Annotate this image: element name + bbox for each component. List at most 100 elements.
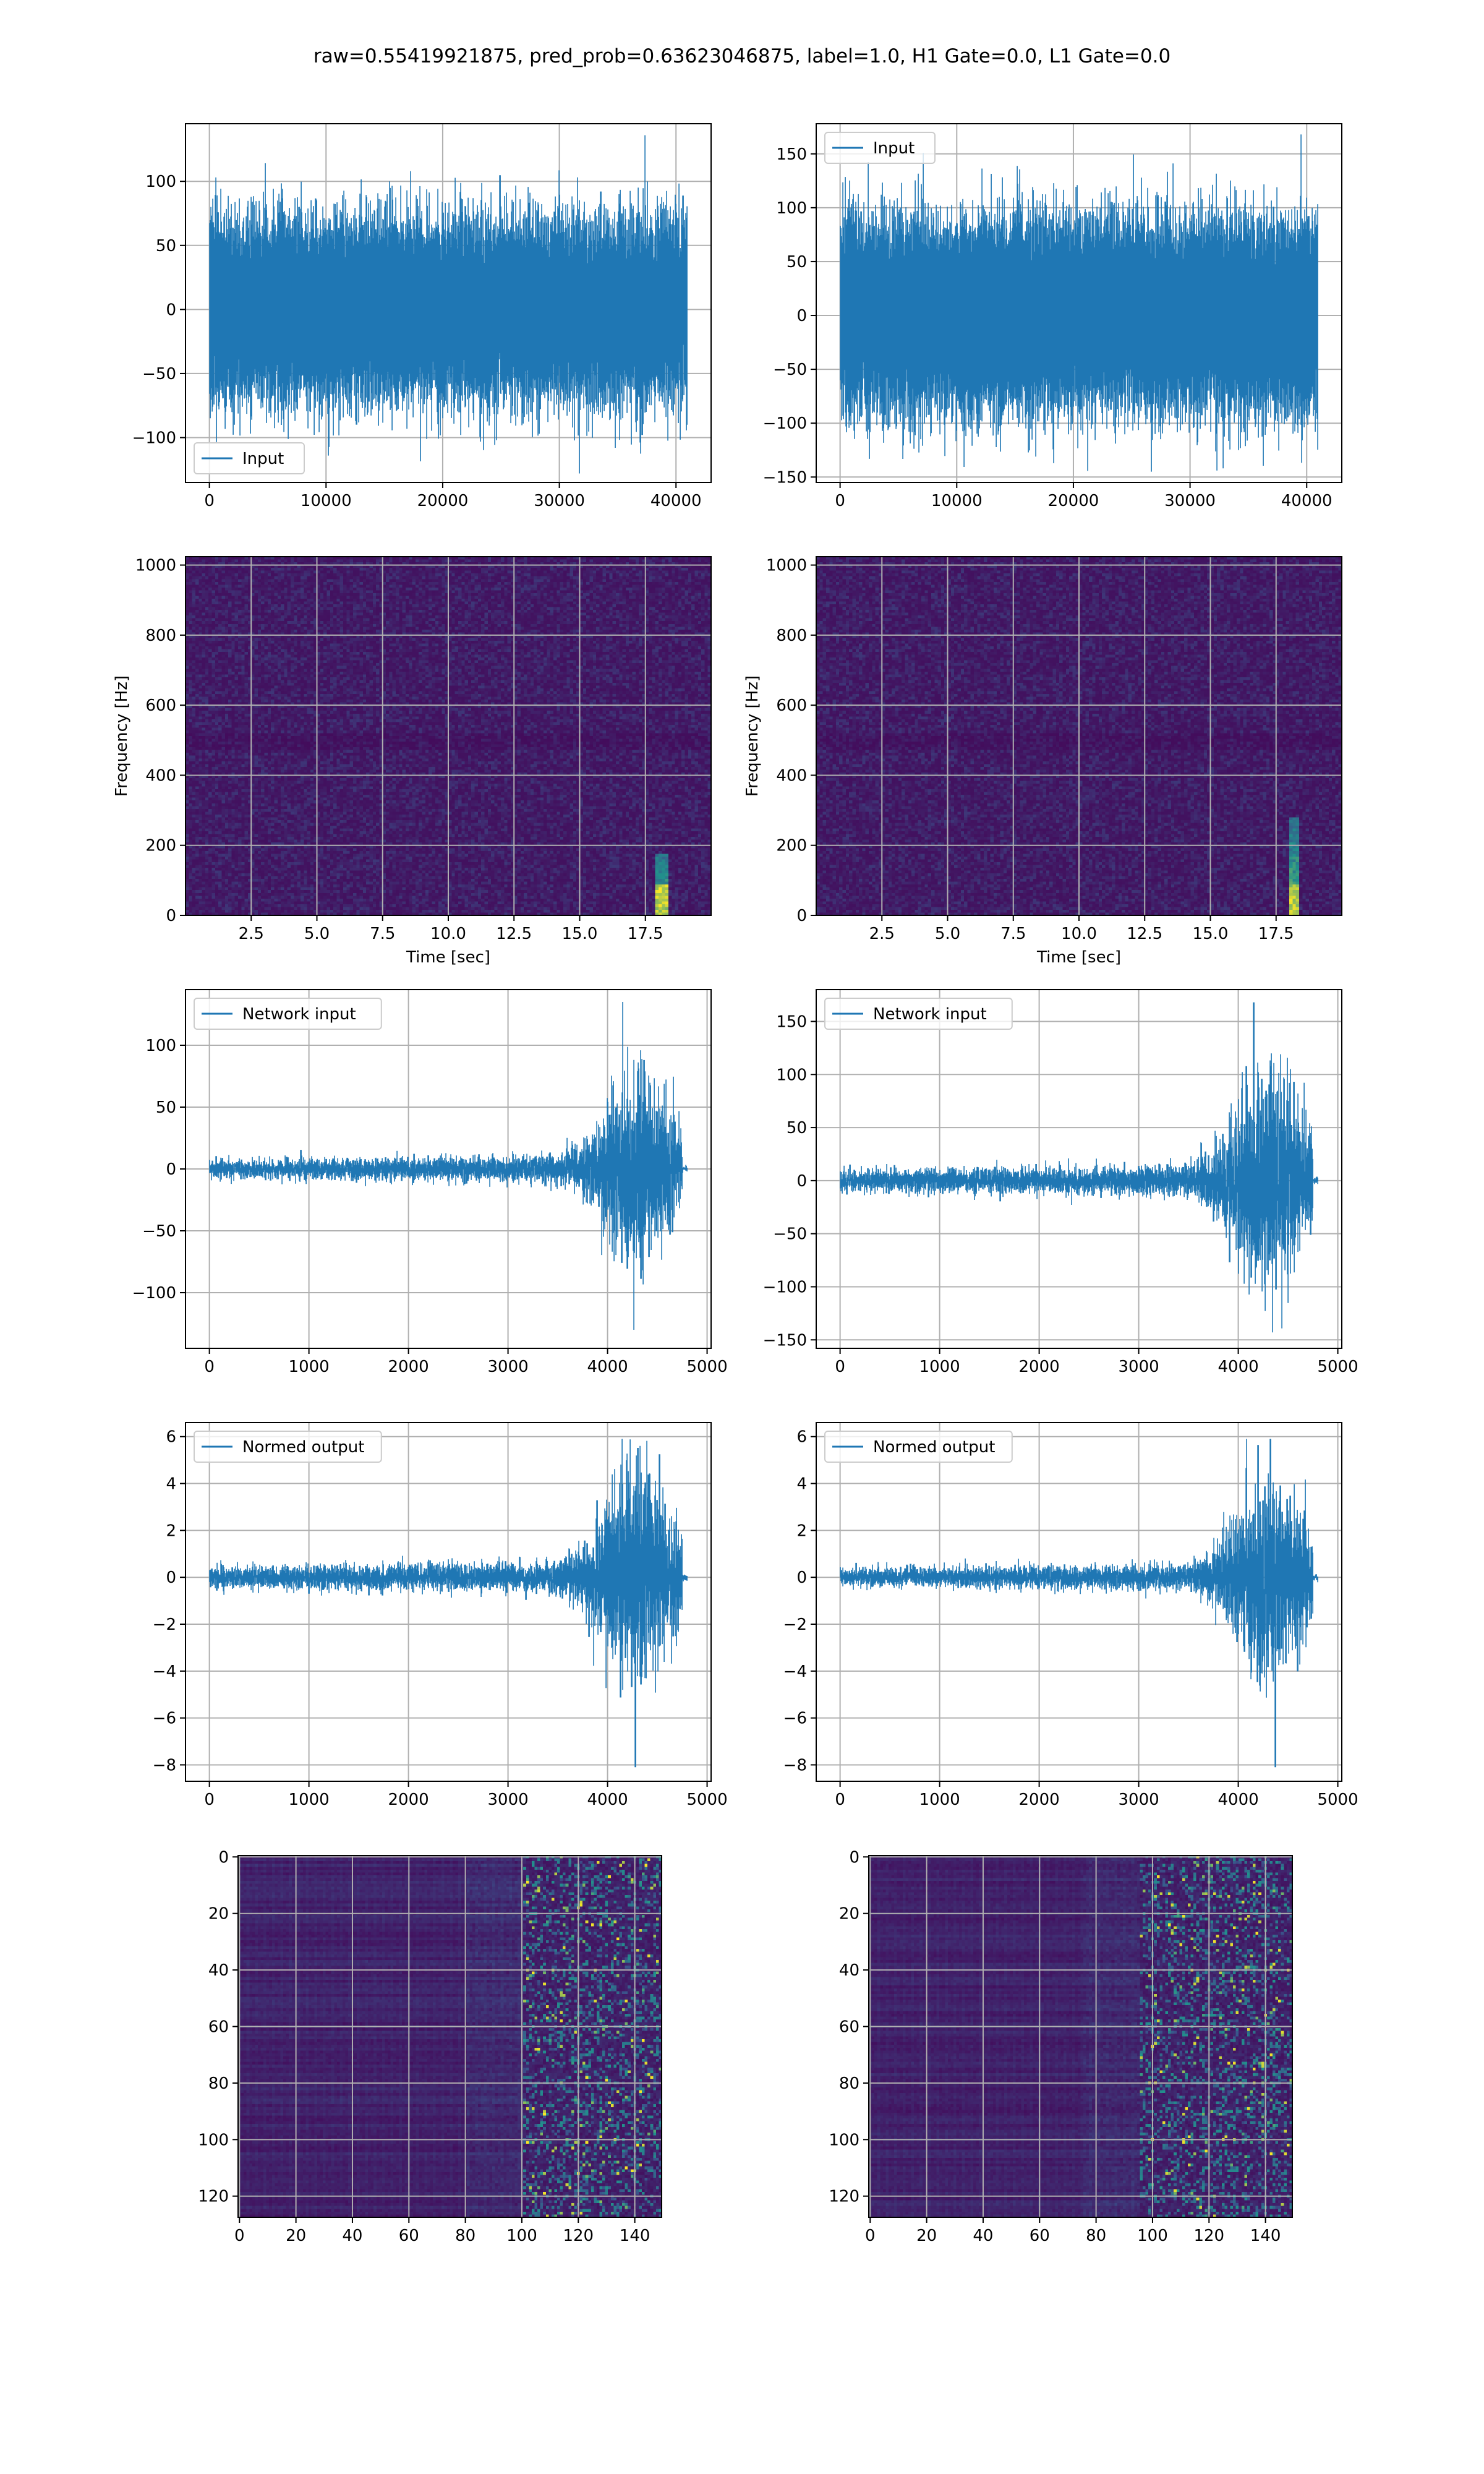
x-tick-label: 5.0 xyxy=(935,925,960,943)
y-tick-label: 2 xyxy=(166,1522,176,1540)
x-tick-label: 3000 xyxy=(488,1791,529,1809)
y-tick-label: 80 xyxy=(208,2074,229,2093)
y-tick-label: 100 xyxy=(776,199,807,218)
y-tick-label: 6 xyxy=(166,1428,176,1447)
y-tick-label: −150 xyxy=(763,1331,807,1350)
grid xyxy=(238,1856,662,2217)
y-tick-label: 6 xyxy=(796,1428,807,1447)
subplot-feat-l: 0 20 40 60 80 100 120 140 0 20 40 60 80 100 120 xyxy=(829,1848,1293,2245)
y-tick-label: −2 xyxy=(153,1616,176,1634)
x-tick-label: 10.0 xyxy=(1061,925,1097,943)
x-tick-label: 0 xyxy=(204,1791,215,1809)
y-tick-label: 100 xyxy=(145,173,176,191)
legend-box xyxy=(824,1431,1013,1463)
ticks: 2.5 5.0 7.5 10.0 12.5 15.0 17.5 0 200 400 600 800 10… xyxy=(766,557,1294,943)
x-tick-label: 7.5 xyxy=(370,925,395,943)
x-tick-label: 3000 xyxy=(488,1358,529,1376)
y-tick-label: 400 xyxy=(145,766,176,785)
legend-label: Normed output xyxy=(242,1438,364,1457)
y-axis-label: Frequency [Hz] xyxy=(743,675,762,797)
legend-box xyxy=(194,998,382,1030)
y-tick-label: −8 xyxy=(783,1756,807,1774)
axes-frame xyxy=(185,1422,712,1782)
x-tick-label: 5000 xyxy=(686,1358,727,1376)
y-tick-label: 100 xyxy=(829,2131,859,2149)
y-tick-label: 120 xyxy=(829,2188,859,2206)
x-tick-label: 10.0 xyxy=(430,925,466,943)
x-tick-label: 4000 xyxy=(587,1358,628,1376)
x-tick-label: 4000 xyxy=(587,1791,628,1809)
y-tick-label: 20 xyxy=(208,1905,229,1924)
axes-frame xyxy=(185,989,712,1349)
x-tick-label: 12.5 xyxy=(496,925,532,943)
x-tick-label: 20 xyxy=(916,2227,937,2245)
y-tick-label: 1000 xyxy=(766,557,807,575)
x-tick-label: 12.5 xyxy=(1127,925,1162,943)
x-tick-label: 7.5 xyxy=(1000,925,1026,943)
subplot-net-l: 0 1000 2000 3000 4000 5000 −150 −100 −50 0 50 100 15… xyxy=(763,989,1358,1376)
x-tick-label: 140 xyxy=(1250,2227,1281,2245)
ticks: 0 10000 20000 30000 40000 −150 −100 −50 0 50 100 15… xyxy=(763,145,1333,510)
y-tick-label: 120 xyxy=(198,2188,229,2206)
y-tick-label: 20 xyxy=(839,1905,859,1924)
y-tick-label: 0 xyxy=(849,1848,859,1867)
y-tick-label: 600 xyxy=(776,696,807,715)
subplot-spec-l: 2.5 5.0 7.5 10.0 12.5 15.0 17.5 0 200 400 600 800 10… xyxy=(743,556,1342,967)
y-tick-label: −100 xyxy=(132,1284,176,1303)
x-tick-label: 5000 xyxy=(1317,1791,1358,1809)
x-tick-label: 120 xyxy=(1193,2227,1224,2245)
x-tick-label: 30000 xyxy=(534,492,585,510)
y-tick-label: 2 xyxy=(796,1522,807,1540)
axes-frame xyxy=(185,123,712,483)
y-tick-label: −6 xyxy=(783,1710,807,1728)
y-tick-label: −50 xyxy=(773,1225,807,1244)
subplot-out-l: 0 1000 2000 3000 4000 5000 −8 −6 −4 −2 0 2 4 6 Normed … xyxy=(783,1422,1358,1809)
x-tick-label: 140 xyxy=(620,2227,650,2245)
x-tick-label: 40 xyxy=(973,2227,993,2245)
heatmap-cells xyxy=(869,1856,1292,2217)
y-tick-label: 100 xyxy=(145,1037,176,1055)
y-tick-label: 60 xyxy=(208,2018,229,2037)
legend: Network input xyxy=(194,998,382,1030)
grid xyxy=(869,1856,1292,2217)
legend: Normed output xyxy=(194,1431,382,1463)
legend-label: Input xyxy=(242,450,284,468)
axes-frame xyxy=(816,989,1342,1349)
y-tick-label: −4 xyxy=(153,1663,176,1681)
x-tick-label: 0 xyxy=(234,2227,245,2245)
subplot-input-h: 0 10000 20000 30000 40000 −100 −50 0 50 100 Input xyxy=(132,123,712,510)
y-tick-label: 80 xyxy=(839,2074,859,2093)
series-line xyxy=(840,1002,1318,1333)
series-line xyxy=(209,135,688,474)
y-tick-label: 1000 xyxy=(135,557,176,575)
heatmap-cells xyxy=(238,1856,662,2217)
x-tick-label: 80 xyxy=(1086,2227,1106,2245)
legend-box xyxy=(824,132,936,164)
y-tick-label: 4 xyxy=(796,1475,807,1494)
x-tick-label: 5000 xyxy=(686,1791,727,1809)
x-tick-label: 40000 xyxy=(650,492,702,510)
series-line xyxy=(209,1439,688,1768)
y-tick-label: 4 xyxy=(166,1475,176,1494)
x-tick-label: 0 xyxy=(835,1358,845,1376)
x-tick-label: 10000 xyxy=(931,492,983,510)
ticks: 0 20 40 60 80 100 120 140 0 20 40 60 80 100 120 xyxy=(829,1848,1281,2245)
ticks: 2.5 5.0 7.5 10.0 12.5 15.0 17.5 0 200 400 600 800 10… xyxy=(135,557,663,943)
y-tick-label: −100 xyxy=(763,1278,807,1296)
heatmap-image xyxy=(869,1856,1292,2217)
x-tick-label: 2.5 xyxy=(239,925,264,943)
subplot-out-h: 0 1000 2000 3000 4000 5000 −8 −6 −4 −2 0 2 4 6 Normed … xyxy=(153,1422,728,1809)
x-tick-label: 100 xyxy=(1137,2227,1168,2245)
ticks: 0 1000 2000 3000 4000 5000 −100 −50 0 50 100 xyxy=(132,1037,728,1376)
legend: Normed output xyxy=(824,1431,1013,1463)
x-tick-label: 5.0 xyxy=(304,925,330,943)
axes-frame xyxy=(237,1855,662,2218)
x-tick-label: 2000 xyxy=(1019,1791,1060,1809)
y-tick-label: 50 xyxy=(787,253,807,272)
y-tick-label: 400 xyxy=(776,766,807,785)
x-axis-label: Time [sec] xyxy=(406,948,490,967)
legend-box xyxy=(824,998,1013,1030)
x-tick-label: 100 xyxy=(506,2227,537,2245)
x-tick-label: 1000 xyxy=(919,1358,960,1376)
y-tick-label: 0 xyxy=(166,1160,176,1179)
